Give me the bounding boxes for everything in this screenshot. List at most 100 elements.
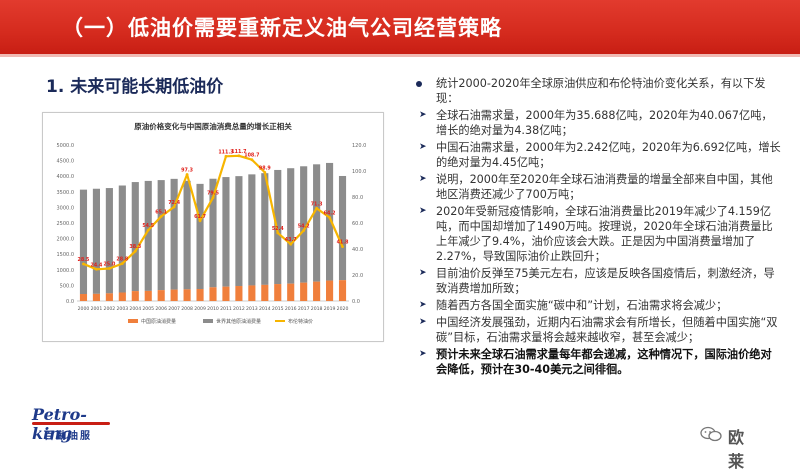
x-tick-label: 2003 <box>116 306 128 312</box>
x-tick-label: 2018 <box>311 306 323 312</box>
title-background <box>0 0 800 54</box>
brent-price-point <box>120 262 124 265</box>
arrow-bullet-icon: ➤ <box>419 142 427 152</box>
y-left-tick-label: 4000.0 <box>57 174 75 180</box>
legend-label: 中国原油消费量 <box>141 318 176 325</box>
brent-price-point <box>159 214 163 218</box>
y-left-tick-label: 4500.0 <box>57 159 75 165</box>
bar-china <box>338 280 347 301</box>
data-label: 72.4 <box>168 200 180 206</box>
y-right-tick-label: 60.0 <box>352 221 363 227</box>
finding-item: ➤ 随着西方各国全面实施“碳中和”计划，石油需求将会减少； <box>410 298 782 313</box>
company-logo: Petro-king 百勤油服 <box>32 405 122 445</box>
bar-world-other <box>338 175 347 281</box>
data-label: 41.8 <box>337 240 349 246</box>
finding-text: 中国经济发展强劲，近期内石油需求会有所增长，但随着中国实施“双碳”目标，石油需求… <box>436 316 778 344</box>
brent-price-point <box>237 154 241 158</box>
data-label: 64.2 <box>324 211 336 217</box>
arrow-bullet-icon: ➤ <box>419 110 427 120</box>
bar-china <box>105 293 113 301</box>
brent-price-point <box>263 171 267 174</box>
x-tick-label: 2015 <box>272 306 284 312</box>
x-tick-label: 2009 <box>194 306 206 312</box>
brent-price-point <box>289 242 293 246</box>
bar-china <box>157 290 165 301</box>
y-left-tick-label: 1000.0 <box>57 268 75 274</box>
chart-frame: 原油价格变化与中国原油消费总量的增长正相关 0.0 500.0 1000.0 1500.… <box>42 112 384 342</box>
bar-world-other <box>170 178 178 290</box>
brent-price-point <box>328 216 331 219</box>
data-label: 71.3 <box>311 201 323 207</box>
bar-china <box>274 284 282 301</box>
x-tick-label: 2000 <box>78 306 90 312</box>
x-tick-label: 2007 <box>168 306 180 312</box>
bar-world-other <box>105 188 113 294</box>
legend-swatch <box>128 319 138 323</box>
bar-china <box>313 281 321 301</box>
bar-china <box>300 282 308 301</box>
finding-text: 2020年受新冠疫情影响，全球石油消费量比2019年减少了4.159亿吨，而中国… <box>436 205 773 263</box>
y-left-tick-label: 500.0 <box>60 283 74 289</box>
y-left-tick-label: 1500.0 <box>57 252 75 258</box>
arrow-bullet-icon: ➤ <box>419 268 427 278</box>
x-tick-label: 2014 <box>259 306 271 312</box>
finding-item: ➤ 目前油价反弹至75美元左右，应该是反映各国疫情后，刺激经济，导致消费增加所致； <box>410 266 782 296</box>
x-tick-label: 2006 <box>155 306 167 312</box>
findings-panel: 统计2000-2020年全球原油供应和布伦特油价变化关系，有以下发现： ➤ 全球石… <box>410 76 782 379</box>
bar-china <box>235 286 243 301</box>
bar-world-other <box>157 180 165 291</box>
bar-world-other <box>235 176 243 287</box>
bar-china <box>261 284 269 301</box>
bar-world-other <box>222 177 230 287</box>
data-label: 28.8 <box>116 257 128 263</box>
page-title: （一）低油价需要重新定义油气公司经营策略 <box>62 16 502 40</box>
findings-list: ➤ 全球石油需求量，2000年为35.688亿吨，2020年为40.067亿吨，增… <box>410 108 782 377</box>
x-tick-label: 2020 <box>337 306 349 312</box>
x-tick-label: 2001 <box>91 306 103 312</box>
brent-price-point <box>250 158 254 162</box>
brent-price-point <box>95 267 98 271</box>
finding-item: ➤ 中国经济发展强劲，近期内石油需求会有所增长，但随着中国实施“双碳”目标，石油需… <box>410 315 782 345</box>
section-heading: 1. 未来可能长期低油价 <box>46 77 224 97</box>
y-left-tick-label: 0.0 <box>66 299 74 305</box>
bar-china <box>131 291 139 301</box>
bar-world-other <box>79 189 88 295</box>
y-right-tick-label: 120.0 <box>352 143 366 149</box>
y-right-tick-label: 0.0 <box>352 299 360 305</box>
finding-text: 全球石油需求量，2000年为35.688亿吨，2020年为40.067亿吨，增长… <box>436 109 773 137</box>
bar-china <box>222 286 230 301</box>
y-right-tick-label: 40.0 <box>352 247 363 253</box>
bar-china <box>118 292 126 301</box>
x-tick-label: 2017 <box>298 306 310 312</box>
finding-item: ➤ 说明，2000年至2020年全球石油消费量的增量全部来自中国，其他地区消费还减… <box>410 172 782 202</box>
bar-china <box>196 289 204 301</box>
watermark-text: 欧莱 <box>728 428 745 471</box>
finding-text: 中国石油需求量，2000年为2.242亿吨，2020年为6.692亿吨，增长的绝… <box>436 141 781 169</box>
title-underline <box>0 54 800 57</box>
finding-text: 目前油价反弹至75美元左右，应该是反映各国疫情后，刺激经济，导致消费增加所致； <box>436 267 775 295</box>
legend-label: 布伦特油价 <box>288 318 313 325</box>
arrow-bullet-icon: ➤ <box>419 206 427 216</box>
arrow-bullet-icon: ➤ <box>419 317 427 327</box>
bar-china <box>183 289 191 301</box>
x-tick-label: 2004 <box>129 306 141 312</box>
brent-price-point <box>133 249 137 253</box>
bar-china <box>287 283 295 301</box>
oil-price-chart: 原油价格变化与中国原油消费总量的增长正相关 0.0 500.0 1000.0 1500.… <box>57 121 367 325</box>
brent-price-point <box>185 173 189 176</box>
arrow-bullet-icon: ➤ <box>419 300 427 310</box>
bar-world-other <box>131 182 139 292</box>
x-tick-label: 2005 <box>142 306 154 312</box>
data-label: 52.4 <box>272 226 284 232</box>
data-label: 111.3 <box>218 149 233 155</box>
brent-price-point <box>224 154 228 158</box>
logo-brand-cn: 百勤油服 <box>44 431 92 442</box>
data-label: 54.2 <box>298 224 310 230</box>
x-tick-label: 2011 <box>220 306 232 312</box>
logo-swoosh <box>32 422 110 425</box>
bullet-dot-icon <box>416 81 422 87</box>
arrow-bullet-icon: ➤ <box>419 349 427 359</box>
data-label: 108.7 <box>244 153 259 159</box>
brent-price-point <box>315 206 319 210</box>
bar-china <box>170 289 178 301</box>
